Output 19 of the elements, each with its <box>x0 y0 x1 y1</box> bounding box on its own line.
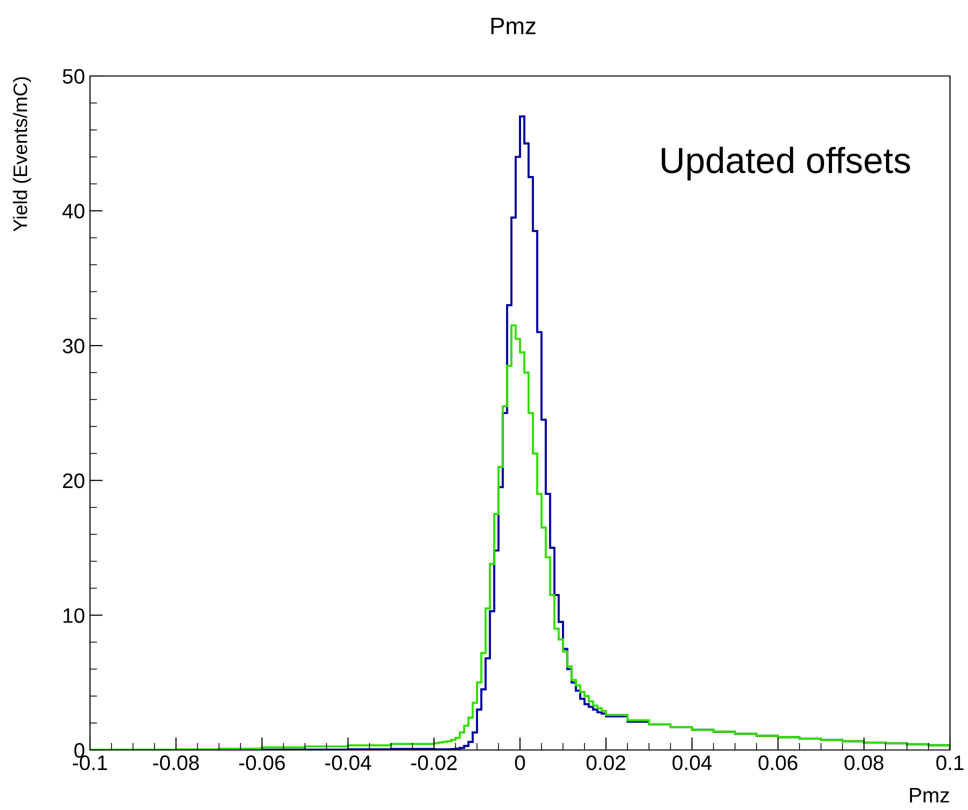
x-tick-label: 0.04 <box>672 755 712 770</box>
chart-title: Pmz <box>491 18 536 34</box>
annotation: Updated offsets <box>662 146 910 180</box>
y-tick-label: 20 <box>63 473 84 488</box>
x-tick-label: -0.08 <box>153 755 199 770</box>
x-tick-label: -0.02 <box>411 755 457 770</box>
x-tick-label: -0.04 <box>325 755 372 770</box>
y-tick-label: 30 <box>62 338 84 354</box>
x-tick-label: 0.1 <box>936 755 964 770</box>
x-tick-label: 0 <box>515 755 525 770</box>
y-tick-label: 10 <box>64 608 84 623</box>
y-tick-label: 50 <box>62 69 84 84</box>
y-axis-title: Yield (Events/mC) <box>12 77 32 232</box>
x-tick-label: 0.02 <box>586 755 626 770</box>
y-tick-label: 40 <box>62 204 84 219</box>
x-tick-label: 0.06 <box>758 755 798 770</box>
x-axis-title: Pmz <box>910 788 949 802</box>
x-tick-label: 0.08 <box>844 755 884 770</box>
x-tick-label: -0.06 <box>239 755 285 770</box>
